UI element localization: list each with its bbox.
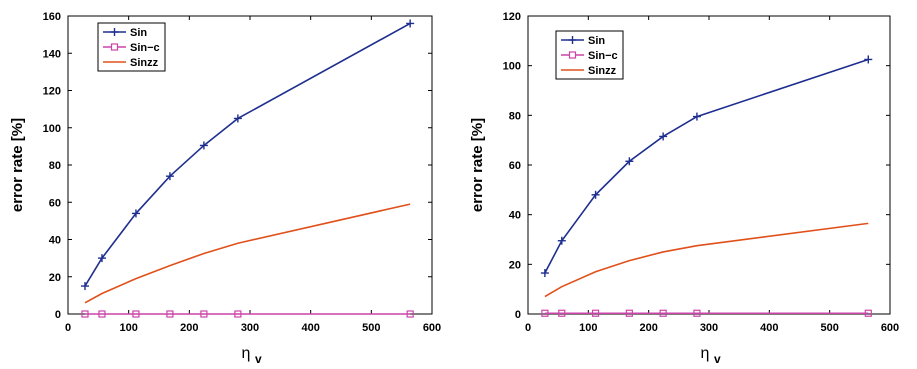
legend-label: Sin [130,27,147,39]
data-point [234,310,242,318]
y-tick-label: 20 [49,272,61,284]
data-point [80,282,89,291]
data-point [659,309,667,317]
y-tick-label: 120 [43,86,61,98]
x-tick-label: 200 [639,322,657,334]
x-tick-label: 100 [119,322,137,334]
data-point [591,309,600,317]
data-point [81,310,89,318]
data-point [693,309,701,317]
data-point [591,190,600,199]
data-point [864,55,873,64]
data-point [233,114,242,123]
y-tick-label: 0 [55,309,61,321]
legend: Sin Sin−c Sinzz [555,30,624,80]
y-tick-label: 60 [49,197,61,209]
x-tick-label: 400 [760,322,778,334]
data-point [540,269,549,278]
x-axis-label: η [701,345,710,362]
data-point [200,310,208,318]
data-point [406,310,414,318]
data-point [864,309,872,317]
y-tick-label: 40 [509,210,521,222]
x-tick-label: 500 [362,322,380,334]
data-point [625,157,634,166]
legend-label: Sin−c [588,50,618,62]
y-tick-label: 160 [43,11,61,23]
series-line-3 [84,203,411,304]
legend-label: Sin [588,35,605,47]
data-point [166,310,174,318]
y-tick-label: 80 [49,160,61,172]
legend: Sin Sin−c Sinzz [97,22,166,72]
chart-1: 0 100 200 300 400 500 600 0 20 40 60 80 100 120 140 160… [9,11,441,366]
y-tick-label: 140 [43,48,61,60]
legend-label: Sinzz [130,57,159,69]
data-point [692,112,701,121]
y-axis-label: error rate [%] [469,118,486,212]
y-tick-label: 100 [43,123,61,135]
data-point [625,309,633,317]
x-axis-label-subscript: v [255,352,262,366]
data-point [541,309,549,317]
y-axis-label: error rate [%] [9,118,26,212]
data-point [97,254,106,263]
y-tick-label: 80 [509,110,521,122]
x-tick-label: 600 [423,322,441,334]
data-point [98,310,106,318]
series-line-3 [544,222,869,298]
data-point [659,132,668,141]
x-tick-label: 300 [241,322,259,334]
x-tick-label: 200 [180,322,198,334]
x-tick-label: 300 [700,322,718,334]
y-tick-label: 120 [503,11,521,23]
x-tick-label: 100 [579,322,597,334]
x-tick-label: 0 [65,322,71,334]
x-tick-label: 600 [881,322,899,334]
data-point [131,209,140,218]
legend-label: Sinzz [588,65,617,77]
data-point [557,236,566,245]
x-tick-label: 400 [301,322,319,334]
x-axis-label-subscript: v [714,352,721,366]
chart-2: 0 100 200 300 400 500 600 0 20 40 60 80 100 120 error … [469,11,899,366]
data-point [132,310,140,318]
x-tick-label: 500 [820,322,838,334]
data-point [558,309,566,317]
y-tick-label: 100 [503,61,521,73]
data-point [199,141,208,150]
x-tick-label: 0 [525,322,531,334]
y-tick-label: 60 [509,160,521,172]
legend-label: Sin−c [130,42,160,54]
x-axis-label: η [242,345,251,362]
data-point [165,172,174,181]
y-tick-label: 20 [509,259,521,271]
y-tick-label: 0 [515,309,521,321]
y-tick-label: 40 [49,235,61,247]
data-point [406,19,415,28]
